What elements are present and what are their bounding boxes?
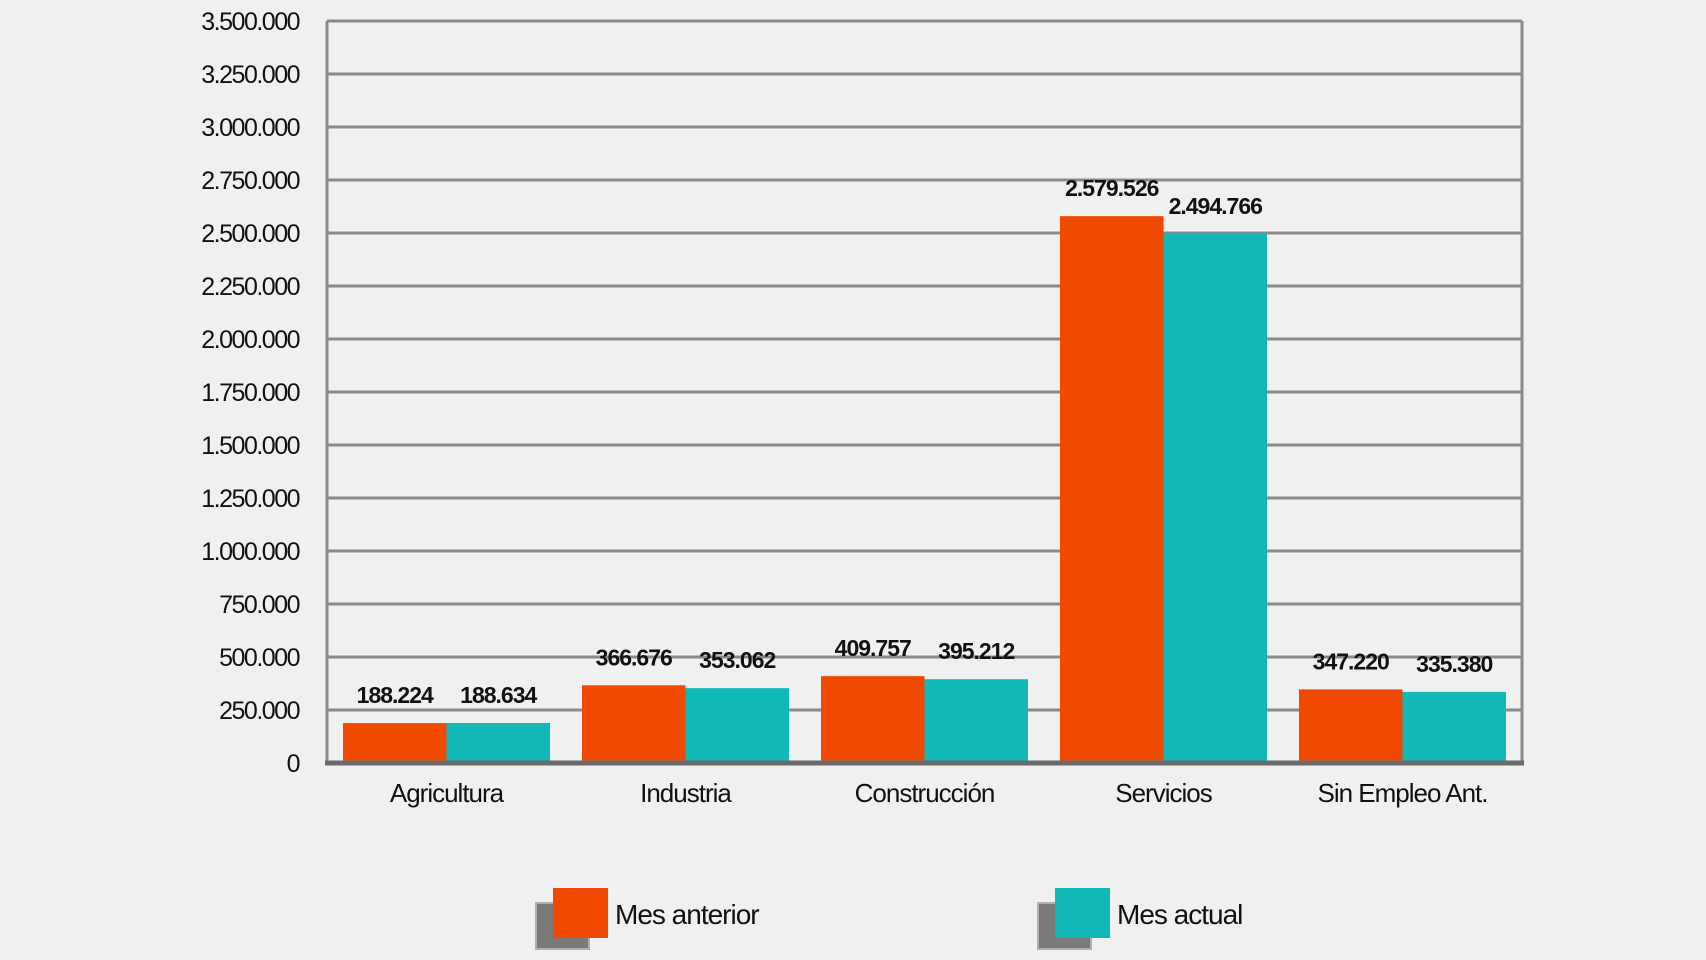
y-tick-label: 3.000.000 <box>201 114 299 142</box>
legend-swatch <box>1055 888 1110 938</box>
x-tick-label: Construcción <box>855 778 995 808</box>
bar <box>1163 234 1267 763</box>
data-label: 2.579.526 <box>1065 175 1159 201</box>
data-label: 335.380 <box>1416 651 1492 677</box>
legend-label: Mes anterior <box>615 899 759 930</box>
y-tick-label: 1.500.000 <box>201 432 299 460</box>
y-tick-label: 1.250.000 <box>201 485 299 513</box>
y-tick-label: 3.250.000 <box>201 61 299 89</box>
bar <box>821 676 925 763</box>
data-label: 2.494.766 <box>1169 193 1263 219</box>
y-tick-label: 750.000 <box>219 591 299 619</box>
data-label: 395.212 <box>938 638 1014 664</box>
x-tick-label: Servicios <box>1115 778 1212 808</box>
x-tick-label: Industria <box>640 778 732 808</box>
data-label: 188.224 <box>357 682 434 708</box>
y-tick-label: 2.500.000 <box>201 220 299 248</box>
data-label: 366.676 <box>596 644 672 670</box>
bar <box>685 688 789 763</box>
bar <box>446 723 550 763</box>
legend-swatch <box>553 888 608 938</box>
bar <box>1299 689 1403 763</box>
data-label: 188.634 <box>460 682 537 708</box>
y-tick-label: 1.000.000 <box>201 538 299 566</box>
y-tick-label: 2.250.000 <box>201 273 299 301</box>
data-label: 409.757 <box>835 635 911 661</box>
y-tick-label: 1.750.000 <box>201 379 299 407</box>
legend-label: Mes actual <box>1117 899 1242 930</box>
data-label: 347.220 <box>1313 648 1389 674</box>
y-tick-label: 2.000.000 <box>201 326 299 354</box>
x-tick-label: Sin Empleo Ant. <box>1318 778 1488 808</box>
y-tick-label: 250.000 <box>219 697 299 725</box>
bar <box>1402 691 1506 763</box>
x-tick-label: Agricultura <box>390 778 505 808</box>
bar <box>582 685 686 763</box>
y-tick-label: 0 <box>287 750 300 778</box>
bar <box>924 679 1028 763</box>
data-label: 353.062 <box>699 647 775 673</box>
bar <box>1060 216 1164 763</box>
y-tick-label: 3.500.000 <box>201 8 299 36</box>
y-tick-label: 2.750.000 <box>201 167 299 195</box>
y-tick-label: 500.000 <box>219 644 299 672</box>
bar <box>343 723 447 763</box>
